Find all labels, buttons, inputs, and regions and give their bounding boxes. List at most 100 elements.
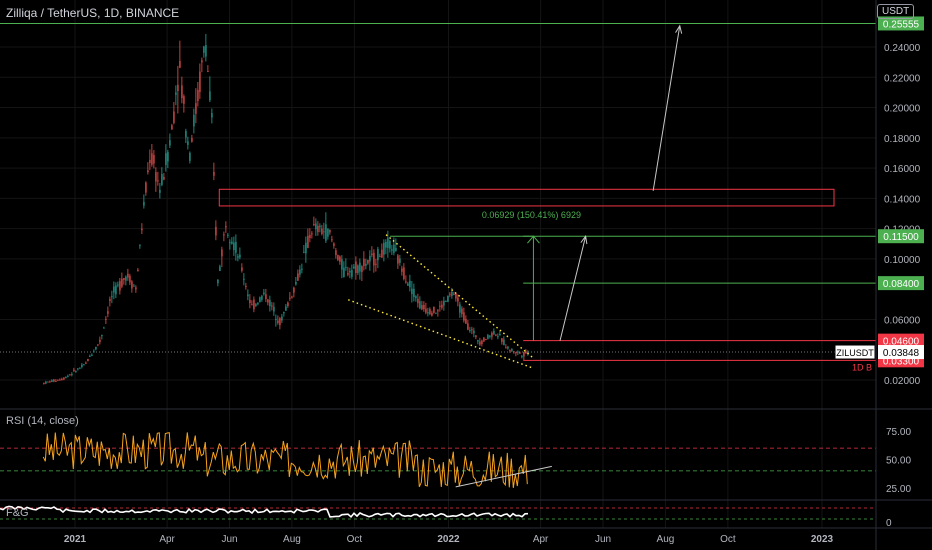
candle-body [505,347,507,349]
projection-arrowhead [580,234,588,245]
candle-body [257,303,259,305]
candle-body [281,316,283,321]
candle-body [363,258,365,267]
candle-body [51,380,53,382]
last-price-tag: 0.03848 [883,348,920,359]
candle-body [343,267,345,278]
candle-body [263,292,265,295]
candle-body [315,223,317,230]
rsi-label: RSI (14, close) [6,415,79,427]
candle-body [375,263,377,265]
candle-body [159,189,161,193]
candle-body [519,352,521,354]
candle-body [155,172,157,182]
candle-body [271,305,273,307]
candle-body [297,273,299,281]
candle-body [93,351,95,353]
rsi-tick-label: 50.00 [886,456,911,467]
candle-body [223,234,225,236]
candle-body [245,285,247,287]
level-tag: 0.11500 [883,232,919,243]
candle-body [225,226,227,228]
level-sub-label: 1D B [852,362,872,372]
candle-body [153,154,155,164]
candle-body [415,296,417,299]
candle-body [197,89,199,102]
candle-body [235,241,237,253]
candle-body [285,306,287,311]
candle-body [89,355,91,357]
candle-body [427,312,429,314]
measure-arrowhead [527,235,540,244]
candle-body [321,228,323,234]
candle-body [279,318,281,326]
candle-body [119,281,121,291]
candle-body [311,233,313,235]
candle-body [241,267,243,271]
candle-body [433,306,435,313]
candle-body [147,170,149,173]
y-tick-label: 0.16000 [884,164,921,175]
candle-body [449,294,451,296]
candle-body [187,141,189,145]
level-tag: 0.04600 [883,337,920,348]
candle-body [455,293,457,299]
candle-body [461,308,463,315]
candle-body [185,130,187,138]
candle-body [43,382,45,384]
candle-body [305,242,307,254]
candle-body [329,230,331,233]
measure-label: 0.06929 (150.41%) 6929 [482,210,581,220]
projection-arrowhead [675,24,683,34]
candle-body [501,338,503,342]
candle-body [75,371,77,373]
candle-body [423,304,425,310]
candle-body [161,174,163,185]
wedge-lower-line [347,299,533,369]
candle-body [53,379,55,382]
candle-body [497,336,499,338]
candle-body [405,281,407,283]
fg-tick-label: 0 [886,518,892,529]
candle-body [117,284,119,286]
candle-body [125,276,127,281]
candle-body [389,240,391,249]
candle-body [179,61,181,68]
candle-body [71,373,73,375]
candle-body [397,255,399,264]
candle-body [383,242,385,255]
x-tick-label: Apr [159,534,175,545]
last-price-tag-bg [878,345,924,360]
candle-body [99,339,101,343]
candle-body [417,298,419,304]
candle-body [203,46,205,53]
candle-body [489,335,491,337]
currency-button[interactable]: USDT [877,4,915,19]
candle-body [65,377,67,379]
candle-body [73,369,75,371]
candle-body [413,288,415,298]
candle-body [313,224,315,226]
x-tick-label: Oct [347,534,363,545]
candle-body [523,351,525,357]
candle-body [371,253,373,256]
candle-body [483,337,485,342]
candle-body [485,338,487,340]
candle-body [475,335,477,338]
candles [43,33,529,385]
price-levels [0,22,876,361]
y-tick-label: 0.18000 [884,134,921,145]
candle-body [469,329,471,331]
candle-body [515,352,517,354]
drawings: 0.06929 (150.41%) 6929 [218,24,835,369]
candle-body [493,330,495,335]
candle-body [299,269,301,275]
candle-body [517,351,519,353]
candle-body [465,318,467,324]
candle-body [395,247,397,251]
candle-body [509,349,511,351]
candle-body [385,241,387,248]
candle-body [209,91,211,101]
candle-body [95,346,97,350]
